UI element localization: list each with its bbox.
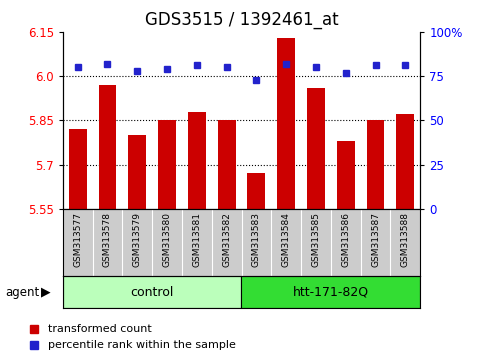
Text: agent: agent	[5, 286, 39, 298]
Bar	[188, 112, 206, 209]
Bar	[218, 120, 236, 209]
Text: GSM313581: GSM313581	[192, 212, 201, 267]
Bar	[99, 85, 116, 209]
Title: GDS3515 / 1392461_at: GDS3515 / 1392461_at	[145, 11, 338, 29]
Text: ▶: ▶	[41, 286, 51, 298]
Bar	[242, 276, 420, 308]
Bar	[128, 135, 146, 209]
Text: GSM313583: GSM313583	[252, 212, 261, 267]
Bar	[63, 276, 242, 308]
Text: GSM313579: GSM313579	[133, 212, 142, 267]
Text: GSM313588: GSM313588	[401, 212, 410, 267]
Bar	[69, 129, 86, 209]
Bar	[158, 120, 176, 209]
Text: GSM313584: GSM313584	[282, 212, 291, 267]
Text: GSM313585: GSM313585	[312, 212, 320, 267]
Bar	[337, 141, 355, 209]
Text: GSM313580: GSM313580	[163, 212, 171, 267]
Text: GSM313578: GSM313578	[103, 212, 112, 267]
Text: GSM313577: GSM313577	[73, 212, 82, 267]
Text: GSM313582: GSM313582	[222, 212, 231, 267]
Bar	[307, 88, 325, 209]
Bar	[247, 173, 265, 209]
Text: GSM313587: GSM313587	[371, 212, 380, 267]
Text: control: control	[130, 286, 174, 298]
Text: htt-171-82Q: htt-171-82Q	[293, 286, 369, 298]
Text: percentile rank within the sample: percentile rank within the sample	[48, 339, 236, 350]
Bar	[367, 120, 384, 209]
Text: transformed count: transformed count	[48, 324, 152, 334]
Bar	[397, 114, 414, 209]
Text: GSM313586: GSM313586	[341, 212, 350, 267]
Bar	[277, 38, 295, 209]
